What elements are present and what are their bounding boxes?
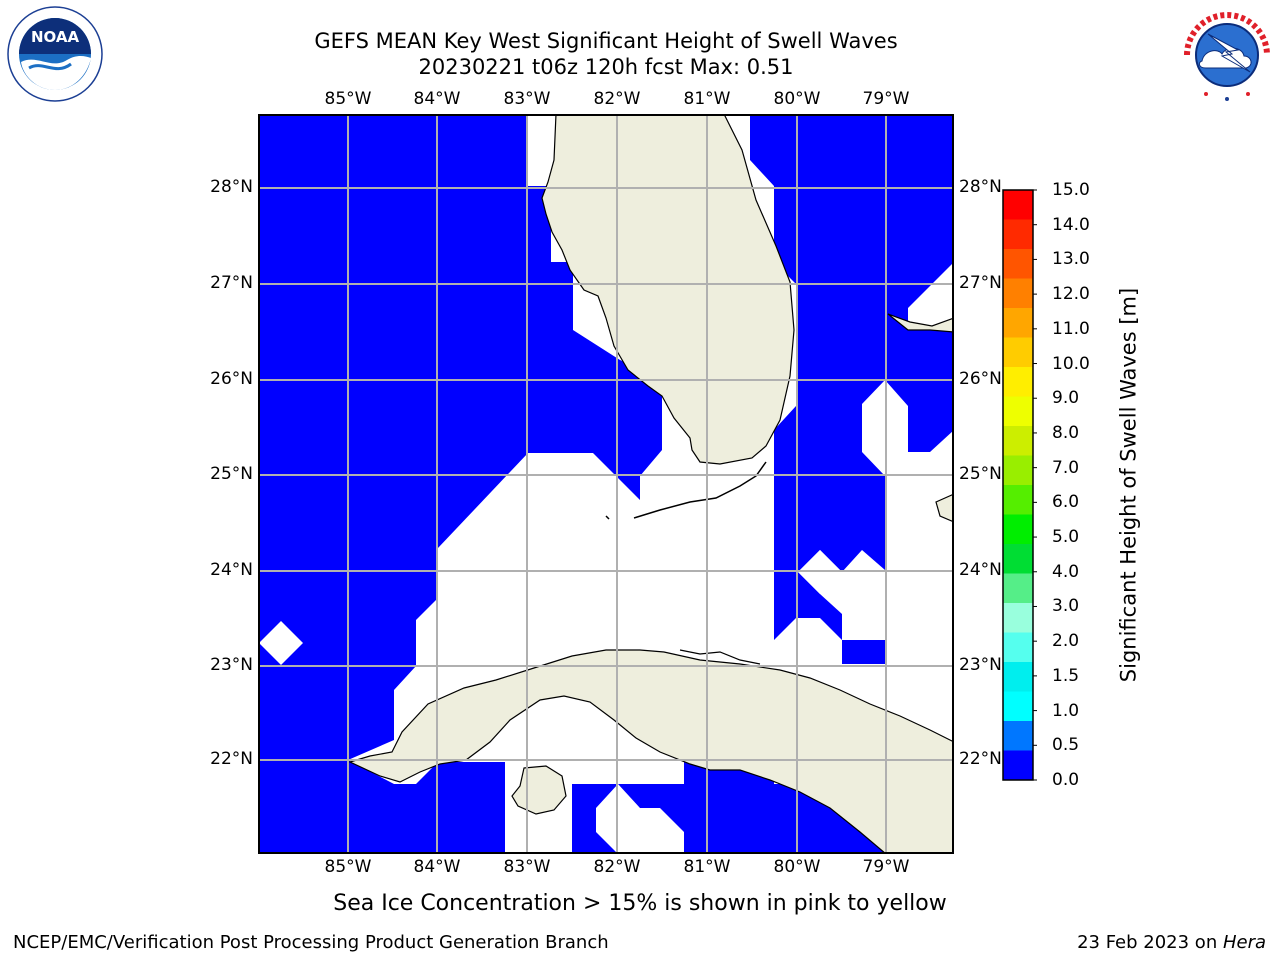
lon-label-top: 84°W [413, 89, 461, 109]
footer-date-text: 23 Feb 2023 on [1077, 932, 1223, 953]
colorbar-tick-label: 1.0 [1052, 700, 1080, 721]
colorbar-segment [1003, 249, 1033, 279]
colorbar-segment [1003, 278, 1033, 309]
colorbar-segment [1003, 455, 1033, 486]
map-panel [258, 114, 954, 854]
lon-label-top: 79°W [862, 89, 910, 109]
lat-label-right: 26°N [959, 369, 1002, 389]
lon-label-top: 81°W [683, 89, 731, 109]
colorbar-tick-label: 0.0 [1052, 770, 1080, 790]
keys-islet [605, 515, 610, 520]
colorbar-segment [1003, 632, 1033, 663]
lat-label-left: 27°N [210, 273, 253, 293]
colorbar-segment [1003, 544, 1033, 574]
lon-label-bottom: 83°W [503, 857, 551, 877]
footer-date: 23 Feb 2023 on Hera [1077, 932, 1266, 953]
lat-label-right: 24°N [959, 560, 1002, 580]
lat-label-left: 23°N [210, 655, 253, 675]
lat-label-right: 25°N [959, 464, 1002, 484]
lat-label-left: 22°N [210, 749, 253, 769]
lon-label-top: 80°W [773, 89, 821, 109]
lat-label-left: 24°N [210, 560, 253, 580]
colorbar-segment [1003, 190, 1033, 220]
sea-ice-note: Sea Ice Concentration > 15% is shown in … [333, 891, 947, 916]
florida-land [541, 114, 795, 465]
colorbar-segment [1003, 573, 1033, 604]
colorbar-segment [1003, 721, 1033, 751]
bahamas-land [935, 493, 954, 523]
lat-label-left: 25°N [210, 464, 253, 484]
colorbar-tick-label: 13.0 [1052, 249, 1090, 270]
lat-label-left: 28°N [210, 177, 253, 197]
colorbar-tick-label: 5.0 [1052, 527, 1080, 548]
cuba-keys [679, 649, 761, 665]
lat-label-right: 28°N [959, 177, 1002, 197]
colorbar-tick-label: 2.0 [1052, 631, 1080, 652]
colorbar-segment [1003, 485, 1033, 515]
colorbar-tick-label: 0.5 [1052, 735, 1080, 756]
colorbar-tick-label: 12.0 [1052, 284, 1090, 305]
colorbar-tick-label: 14.0 [1052, 214, 1090, 235]
lon-label-bottom: 85°W [324, 857, 372, 877]
isla-land [511, 765, 567, 815]
colorbar-tick-label: 9.0 [1052, 388, 1080, 409]
lon-label-top: 83°W [503, 89, 551, 109]
colorbar-tick-label: 3.0 [1052, 596, 1080, 617]
colorbar-tick-label: 11.0 [1052, 318, 1090, 339]
swell-field [258, 114, 954, 854]
colorbar-tick-label: 8.0 [1052, 422, 1080, 443]
lat-label-right: 23°N [959, 655, 1002, 675]
colorbar-segment [1003, 308, 1033, 338]
colorbar-title: Significant Height of Swell Waves [m] [1116, 287, 1141, 683]
colorbar-tick-label: 7.0 [1052, 457, 1080, 478]
bahamas-land [887, 313, 954, 333]
lat-label-right: 27°N [959, 273, 1002, 293]
colorbar-tick-label: 10.0 [1052, 353, 1090, 374]
svg-text:NOAA: NOAA [31, 28, 80, 46]
colorbar [1001, 188, 1037, 786]
colorbar-segment [1003, 337, 1033, 368]
map-title: GEFS MEAN Key West Significant Height of… [314, 29, 898, 53]
map-border [258, 114, 954, 854]
colorbar-border [1002, 189, 1034, 781]
colorbar-segment [1003, 662, 1033, 692]
colorbar-segment [1003, 750, 1033, 781]
gridlines [258, 114, 954, 854]
lat-label-right: 22°N [959, 749, 1002, 769]
swell-region [258, 114, 662, 760]
lon-label-top: 85°W [324, 89, 372, 109]
colorbar-tick-label: 4.0 [1052, 561, 1080, 582]
colorbar-tick-label: 15.0 [1052, 180, 1090, 200]
lon-label-bottom: 84°W [413, 857, 461, 877]
lat-label-left: 26°N [210, 369, 253, 389]
colorbar-segment [1003, 603, 1033, 633]
colorbar-tick-label: 6.0 [1052, 492, 1080, 513]
footer-credit: NCEP/EMC/Verification Post Processing Pr… [13, 932, 609, 953]
colorbar-segment [1003, 367, 1033, 397]
lon-label-bottom: 79°W [862, 857, 910, 877]
colorbar-tick-label: 1.5 [1052, 665, 1080, 686]
colorbar-segment [1003, 219, 1033, 250]
lon-label-bottom: 80°W [773, 857, 821, 877]
colorbar-segment [1003, 514, 1033, 545]
footer-host: Hera [1222, 932, 1266, 953]
swell-region [750, 114, 954, 664]
noaa-logo: NOAA [7, 6, 103, 106]
nws-logo [1178, 6, 1276, 108]
colorbar-segment [1003, 396, 1033, 427]
land [348, 114, 954, 854]
lon-label-bottom: 81°W [683, 857, 731, 877]
map-subtitle: 20230221 t06z 120h fcst Max: 0.51 [418, 55, 794, 79]
colorbar-segment [1003, 426, 1033, 456]
swell-region [258, 760, 505, 854]
lon-label-top: 82°W [593, 89, 641, 109]
colorbar-segment [1003, 691, 1033, 722]
lon-label-bottom: 82°W [593, 857, 641, 877]
